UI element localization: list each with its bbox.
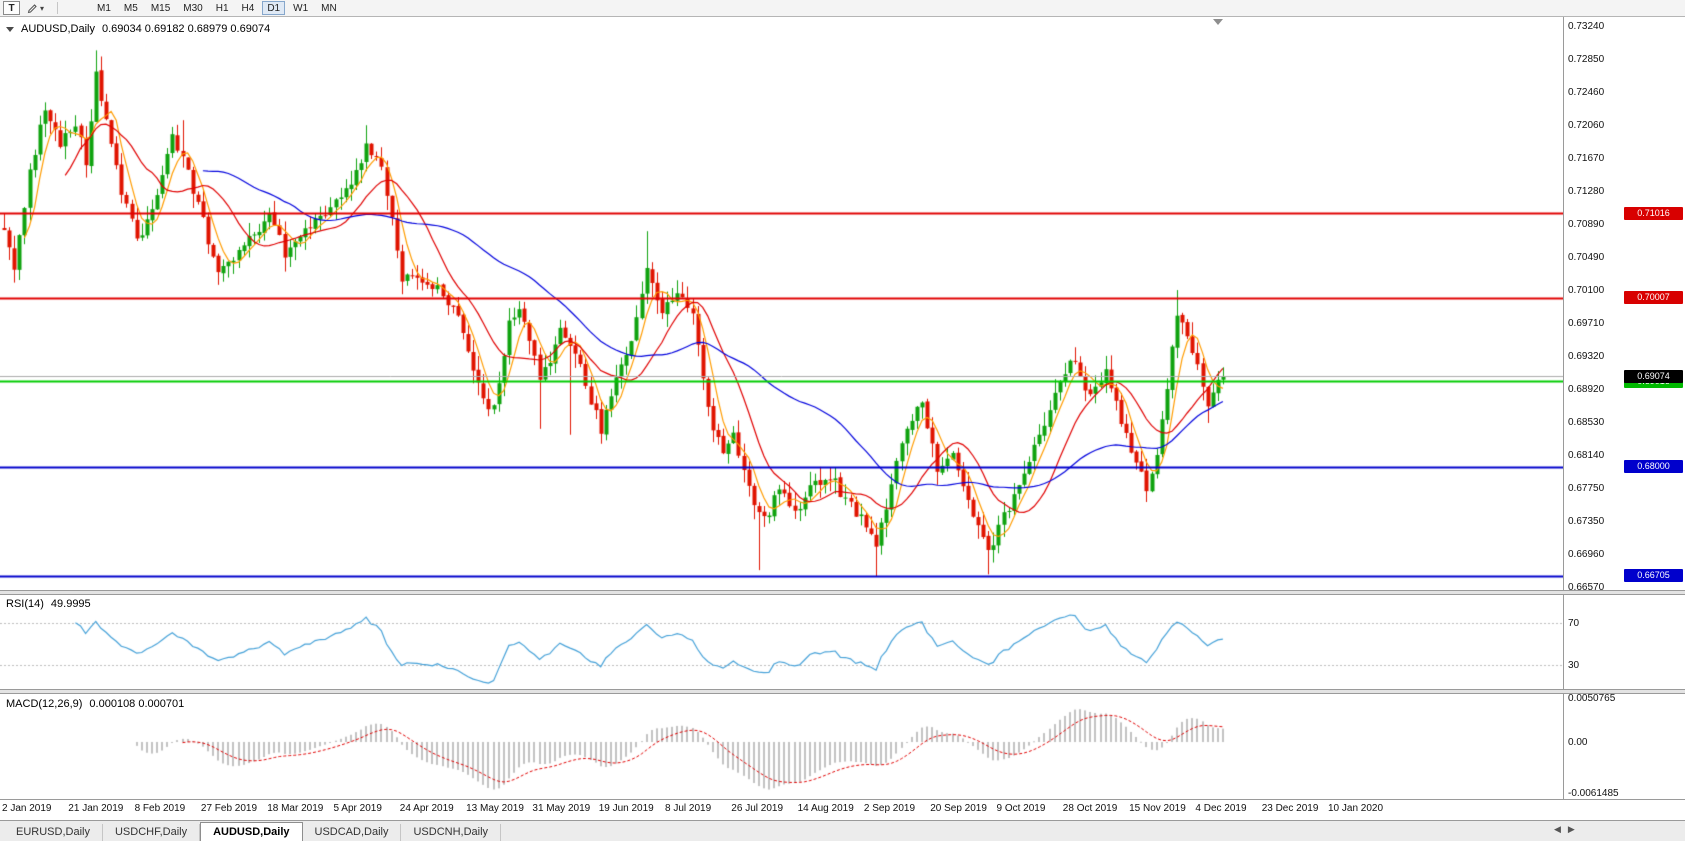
price-axis-label: 0.67750 [1568, 483, 1605, 494]
macd-title: MACD(12,26,9) 0.000108 0.000701 [6, 698, 184, 710]
time-axis-label: 8 Jul 2019 [665, 803, 712, 814]
chart-title: AUDUSD,Daily 0.69034 0.69182 0.68979 0.6… [6, 23, 270, 35]
price-axis-label: 0.70100 [1568, 285, 1605, 296]
timeframe-button-d1[interactable]: D1 [262, 1, 286, 15]
timeframes-toolbar: T ▾ M1 M5 M15 M30 H1 H4 D1 W1 MN [0, 0, 1685, 17]
timeframe-button-h4[interactable]: H4 [241, 2, 255, 14]
macd-axis-label: -0.0061485 [1568, 788, 1619, 799]
price-tag-0.71016: 0.71016 [1624, 207, 1683, 220]
timeframe-button-m1[interactable]: M1 [97, 2, 111, 14]
macd-axis-label: 0.0050765 [1568, 693, 1616, 704]
price-axis[interactable]: 0.73240 0.72850 0.72460 0.72060 0.71670 0.712… [1564, 17, 1685, 800]
timeframe-button-m5[interactable]: M5 [123, 2, 138, 14]
tab-scroll-right-icon[interactable]: ▶ [1567, 824, 1575, 834]
price-tag-0.69074: 0.69074 [1624, 370, 1683, 383]
timeframe-button-m30[interactable]: M30 [183, 2, 203, 14]
drawing-tool-button[interactable]: ▾ [22, 1, 49, 15]
chart-tab-eurusd[interactable]: EURUSD,Daily [4, 824, 103, 841]
macd-name: MACD(12,26,9) [6, 698, 83, 710]
rsi-level-label: 70 [1568, 618, 1580, 629]
time-axis-label: 4 Dec 2019 [1195, 803, 1247, 814]
time-axis-label: 8 Feb 2019 [134, 803, 186, 814]
price-axis-label: 0.71280 [1568, 186, 1605, 197]
price-tag-0.70007: 0.70007 [1624, 291, 1683, 304]
price-axis-label: 0.70890 [1568, 219, 1605, 230]
price-axis-label: 0.73240 [1568, 21, 1605, 32]
timeframe-group: M1 M5 M15 M30 H1 H4 D1 W1 MN [92, 1, 342, 15]
rsi-title: RSI(14) 49.9995 [6, 598, 91, 610]
time-axis-label: 18 Mar 2019 [267, 803, 324, 814]
time-axis-label: 13 May 2019 [466, 803, 524, 814]
time-axis-label: 14 Aug 2019 [797, 803, 854, 814]
caret-down-icon: ▾ [40, 3, 45, 13]
chart-shift-marker[interactable] [1213, 19, 1223, 25]
chart-tabbar: EURUSD,Daily USDCHF,Daily AUDUSD,Daily USDC… [0, 820, 1685, 841]
price-axis-label: 0.70490 [1568, 252, 1605, 263]
time-axis-label: 28 Oct 2019 [1062, 803, 1118, 814]
time-axis-label: 2 Jan 2019 [2, 803, 52, 814]
price-tag-0.66705: 0.66705 [1624, 569, 1683, 582]
timeframe-button-m15[interactable]: M15 [150, 2, 171, 14]
chart-tab-audusd[interactable]: AUDUSD,Daily [200, 822, 303, 841]
tab-scroll-left-icon[interactable]: ◀ [1554, 824, 1561, 834]
price-axis-label: 0.71670 [1568, 153, 1605, 164]
panel-separator-rsi[interactable] [0, 590, 1685, 595]
price-axis-label: 0.72060 [1568, 120, 1605, 131]
price-axis-label: 0.67350 [1568, 516, 1605, 527]
rsi-value: 49.9995 [50, 598, 91, 610]
chart-canvas[interactable] [0, 17, 1563, 800]
price-tag-0.68000: 0.68000 [1624, 460, 1683, 473]
chart-symbol-period: AUDUSD,Daily [21, 23, 95, 35]
price-axis-label: 0.69710 [1568, 318, 1605, 329]
rsi-level-label: 30 [1568, 660, 1580, 671]
timeframe-button-mn[interactable]: MN [321, 2, 337, 14]
macd-axis-label: 0.00 [1568, 737, 1588, 748]
chart-tab-usdcnh[interactable]: USDCNH,Daily [401, 824, 502, 841]
axis-border [1563, 17, 1564, 799]
time-axis-label: 10 Jan 2020 [1328, 803, 1384, 814]
toolbar-separator [57, 2, 59, 14]
price-axis-label: 0.68920 [1568, 384, 1605, 395]
chart-template-button[interactable]: T [3, 1, 20, 15]
time-axis[interactable]: 2 Jan 2019 21 Jan 2019 8 Feb 2019 27 Feb 20… [0, 800, 1563, 819]
price-axis-label: 0.66570 [1568, 582, 1605, 593]
time-axis-label: 20 Sep 2019 [930, 803, 987, 814]
price-axis-label: 0.72460 [1568, 87, 1605, 98]
price-axis-label: 0.68530 [1568, 417, 1605, 428]
rsi-name: RSI(14) [6, 598, 44, 610]
price-axis-label: 0.72850 [1568, 54, 1605, 65]
price-axis-label: 0.68140 [1568, 450, 1605, 461]
price-axis-label: 0.69320 [1568, 351, 1605, 362]
macd-values: 0.000108 0.000701 [89, 698, 185, 710]
chart-tab-usdchf[interactable]: USDCHF,Daily [103, 824, 201, 841]
panel-separator-macd[interactable] [0, 689, 1685, 694]
price-axis-label: 0.66960 [1568, 549, 1605, 560]
chart-tab-usdcad[interactable]: USDCAD,Daily [303, 824, 402, 841]
time-axis-label: 24 Apr 2019 [399, 803, 454, 814]
time-axis-label: 21 Jan 2019 [68, 803, 124, 814]
timeframe-button-w1[interactable]: W1 [293, 2, 309, 14]
tab-scroll-arrows: ◀ ▶ [1554, 824, 1575, 835]
date-axis-border [0, 799, 1685, 800]
time-axis-label: 9 Oct 2019 [996, 803, 1046, 814]
time-axis-label: 2 Sep 2019 [863, 803, 916, 814]
chart-ohlc: 0.69034 0.69182 0.68979 0.69074 [101, 23, 271, 35]
time-axis-label: 23 Dec 2019 [1261, 803, 1319, 814]
time-axis-label: 5 Apr 2019 [333, 803, 382, 814]
collapse-icon[interactable] [6, 26, 14, 32]
timeframe-button-h1[interactable]: H1 [215, 2, 229, 14]
time-axis-label: 27 Feb 2019 [200, 803, 258, 814]
time-axis-label: 31 May 2019 [532, 803, 591, 814]
time-axis-label: 26 Jul 2019 [731, 803, 784, 814]
pencil-icon [27, 3, 37, 13]
time-axis-label: 15 Nov 2019 [1129, 803, 1186, 814]
time-axis-label: 19 Jun 2019 [598, 803, 654, 814]
